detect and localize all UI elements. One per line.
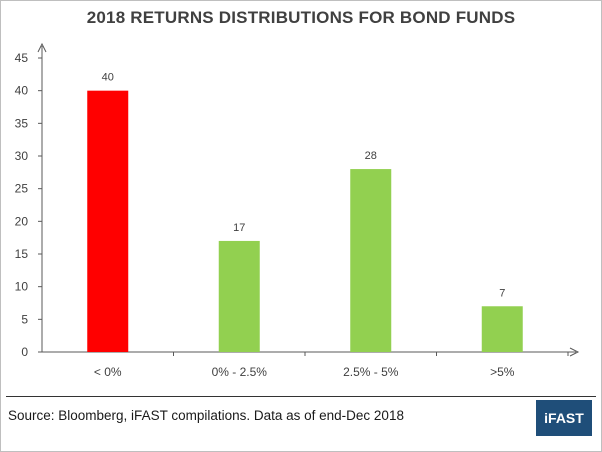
bar [350, 169, 392, 352]
bar-chart: 0 5 10 15 20 25 30 35 40 45 40 < 0% 17 0% - 2.5% 28 2.5… [15, 42, 580, 379]
x-tick-label: 2.5% - 5% [343, 365, 399, 379]
x-tick-label: >5% [490, 365, 515, 379]
x-tick-label: 0% - 2.5% [212, 365, 268, 379]
ifast-logo: iFAST [536, 400, 592, 436]
bar [218, 240, 260, 352]
chart-footer: Source: Bloomberg, iFAST compilations. D… [0, 396, 602, 442]
y-tick-label: 15 [15, 247, 29, 261]
x-axis-arrow [569, 347, 580, 357]
bar [481, 306, 523, 352]
y-tick-label: 20 [15, 214, 29, 228]
y-axis-arrow [37, 42, 47, 53]
y-tick-label: 25 [15, 182, 29, 196]
data-label: 40 [102, 72, 114, 84]
y-tick-label: 40 [15, 84, 29, 98]
y-tick-label: 35 [15, 116, 29, 130]
data-label: 28 [365, 150, 377, 162]
y-tick-label: 0 [21, 345, 28, 359]
source-note: Source: Bloomberg, iFAST compilations. D… [8, 408, 404, 423]
x-tick-label: < 0% [94, 365, 122, 379]
y-tick-label: 30 [15, 149, 29, 163]
footer-divider [6, 396, 596, 397]
y-tick-label: 45 [15, 51, 29, 65]
y-tick-label: 5 [21, 312, 28, 326]
data-label: 7 [499, 287, 505, 299]
y-tick-label: 10 [15, 280, 29, 294]
data-label: 17 [233, 222, 245, 234]
chart-title: 2018 RETURNS DISTRIBUTIONS FOR BOND FUND… [86, 8, 516, 27]
bar [87, 90, 129, 353]
